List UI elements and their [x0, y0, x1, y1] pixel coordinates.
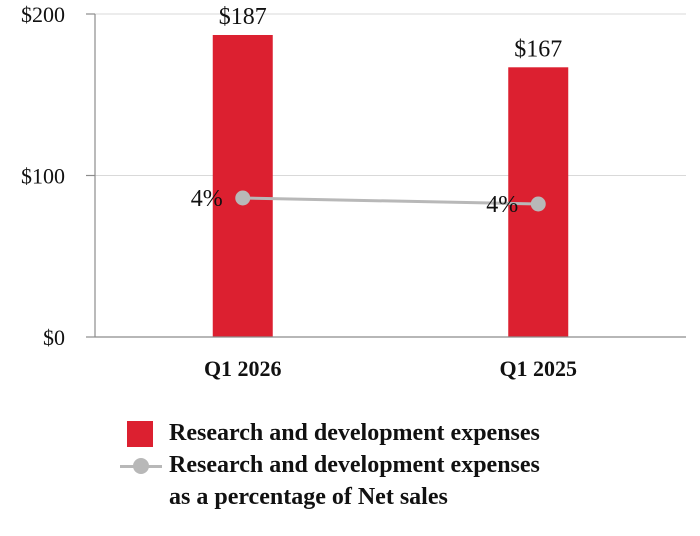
- legend-line-label-line-1: Research and development expenses: [169, 452, 540, 478]
- legend: Research and development expenses Resear…: [120, 417, 680, 513]
- legend-item-bar: Research and development expenses: [120, 417, 680, 449]
- percentage-value-label: 4%: [191, 186, 223, 212]
- y-tick-label: $100: [21, 164, 65, 189]
- legend-item-line: Research and development expenses as a p…: [120, 449, 680, 513]
- x-tick-label: Q1 2025: [499, 356, 577, 381]
- axis-layer: $0 $100 $200: [21, 2, 686, 350]
- bar: [212, 34, 273, 338]
- percentage-point: [235, 190, 251, 206]
- legend-line-label: Research and development expenses as a p…: [169, 449, 669, 513]
- grid-layer: [95, 13, 686, 176]
- y-tick-label: $0: [43, 325, 65, 350]
- line-layer: [235, 190, 546, 212]
- percentage-point: [530, 196, 546, 212]
- legend-bar-swatch: [127, 421, 153, 447]
- legend-line-swatch: [120, 453, 162, 479]
- label-layer: $187 $167 Q1 2026 Q1 2025 4% 4%: [191, 4, 577, 381]
- legend-bar-label: Research and development expenses: [169, 417, 669, 449]
- legend-line-marker: [133, 458, 149, 474]
- legend-line-label-line-2: as a percentage of Net sales: [169, 484, 448, 510]
- bar-layer: [212, 34, 569, 338]
- bar-value-label: $187: [219, 4, 267, 30]
- y-tick-label: $200: [21, 2, 65, 27]
- x-tick-label: Q1 2026: [204, 356, 282, 381]
- percentage-line: [242, 196, 539, 206]
- bar-value-label: $167: [514, 36, 562, 62]
- legend-bar-label-text: Research and development expenses: [169, 420, 540, 446]
- percentage-value-label: 4%: [486, 192, 518, 218]
